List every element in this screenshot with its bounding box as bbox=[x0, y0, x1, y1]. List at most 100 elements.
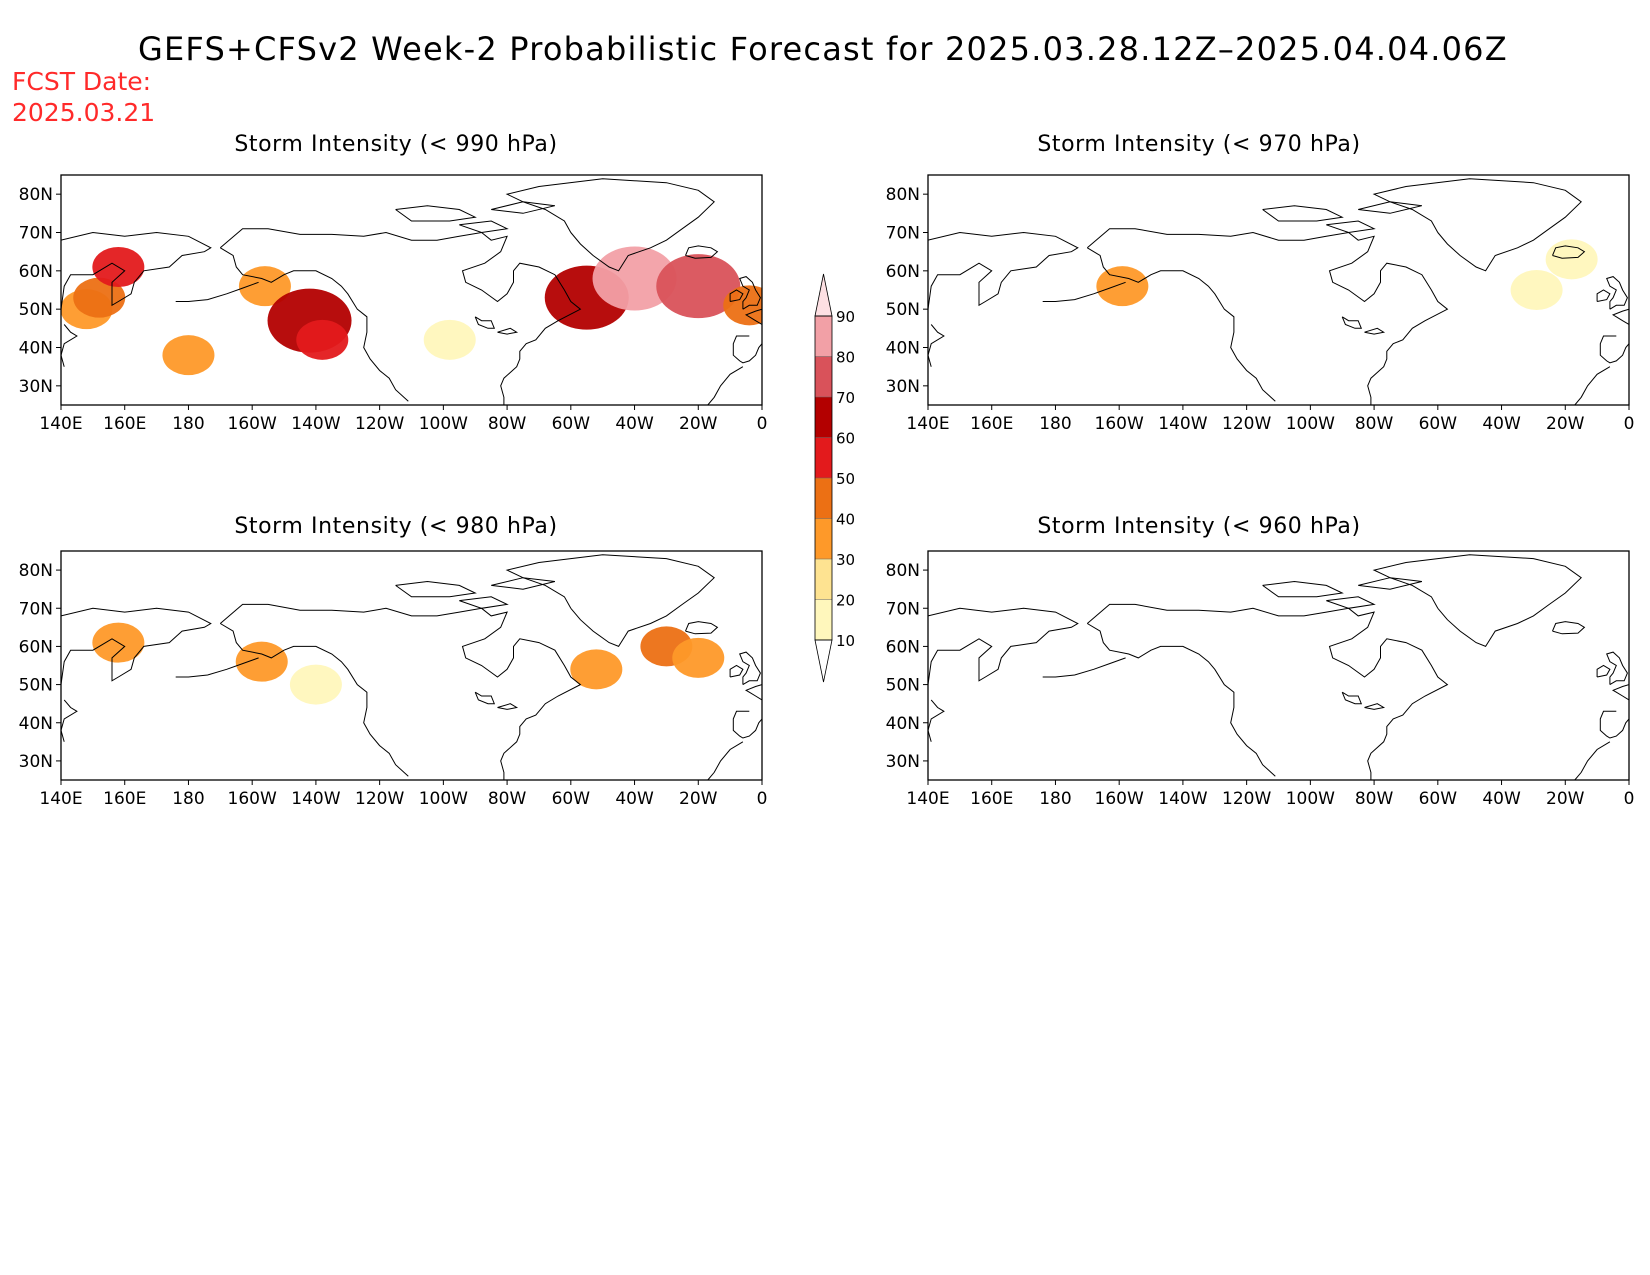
lon-tick-label: 160W bbox=[1095, 789, 1144, 809]
lat-tick-label: 80N bbox=[886, 561, 920, 581]
coastline bbox=[1599, 710, 1629, 739]
coastline bbox=[1611, 684, 1629, 701]
coastline bbox=[497, 327, 519, 335]
panel-title-980: Storm Intensity (< 980 hPa) bbox=[234, 514, 558, 539]
probability-region bbox=[423, 319, 476, 360]
coastline bbox=[1606, 276, 1628, 310]
map-frame bbox=[927, 550, 1630, 781]
lon-tick-label: 0 bbox=[757, 789, 768, 809]
coastline bbox=[219, 603, 582, 780]
coastline bbox=[928, 231, 1079, 310]
colorbar-label: 40 bbox=[836, 511, 855, 529]
lon-tick-label: 140W bbox=[291, 414, 340, 434]
lon-tick-label: 160E bbox=[970, 789, 1013, 809]
colorbar-label: 90 bbox=[836, 308, 855, 326]
coastline bbox=[928, 607, 1079, 685]
probability-region bbox=[592, 246, 677, 311]
coastline bbox=[1087, 247, 1276, 402]
lon-tick-label: 140E bbox=[906, 789, 949, 809]
colorbar-label: 50 bbox=[836, 470, 855, 488]
forecast-date-label: FCST Date: bbox=[12, 67, 152, 96]
lon-tick-label: 80W bbox=[1355, 789, 1394, 809]
colorbar-label: 70 bbox=[836, 389, 855, 407]
map-frame bbox=[60, 174, 763, 406]
coastline bbox=[1372, 178, 1582, 272]
coastline bbox=[1042, 281, 1126, 302]
coastline bbox=[1596, 664, 1611, 678]
coastline bbox=[1364, 327, 1386, 335]
lat-tick-label: 60N bbox=[19, 637, 53, 657]
lon-tick-label: 40W bbox=[1482, 414, 1521, 434]
colorbar-bin bbox=[815, 559, 832, 600]
panel-960: 80N 70N 60N 50N 40N 30N 140E 160E 180 160W 140W 120… bbox=[886, 550, 1634, 809]
lat-tick-label: 60N bbox=[19, 262, 53, 282]
coastline bbox=[1552, 245, 1586, 259]
lon-tick-label: 100W bbox=[1286, 414, 1335, 434]
lon-tick-label: 0 bbox=[1624, 414, 1635, 434]
probability-region bbox=[289, 664, 342, 705]
lat-tick-label: 40N bbox=[886, 714, 920, 734]
coastline bbox=[1086, 603, 1449, 780]
colorbar-frame bbox=[814, 315, 833, 641]
lon-tick-label: 100W bbox=[419, 789, 468, 809]
lon-tick-label: 40W bbox=[615, 414, 654, 434]
lon-tick-label: 140W bbox=[1158, 414, 1207, 434]
colorbar-top-arrow bbox=[814, 273, 833, 317]
lon-tick-label: 120W bbox=[1222, 789, 1271, 809]
coastline bbox=[1574, 741, 1611, 780]
map-frame bbox=[60, 550, 763, 781]
coastline bbox=[1262, 205, 1344, 222]
lat-tick-label: 70N bbox=[19, 599, 53, 619]
coastline bbox=[1086, 228, 1449, 405]
coastline bbox=[739, 276, 761, 310]
colorbar: 10 20 30 40 50 60 70 80 90 bbox=[814, 273, 855, 683]
lon-tick-label: 20W bbox=[1546, 414, 1585, 434]
panel-title-990: Storm Intensity (< 990 hPa) bbox=[234, 132, 558, 157]
panel-title-960: Storm Intensity (< 960 hPa) bbox=[1037, 514, 1361, 539]
coastline bbox=[1372, 554, 1582, 648]
colorbar-bin bbox=[815, 478, 832, 519]
lat-tick-label: 50N bbox=[19, 676, 53, 696]
coastline bbox=[732, 710, 762, 739]
coastline bbox=[1087, 623, 1276, 777]
lon-tick-label: 140E bbox=[906, 414, 949, 434]
lat-tick-label: 40N bbox=[19, 339, 53, 359]
lon-tick-label: 160E bbox=[103, 414, 146, 434]
lon-tick-label: 80W bbox=[488, 414, 527, 434]
forecast-date-value: 2025.03.21 bbox=[12, 98, 156, 127]
lat-tick-label: 70N bbox=[19, 224, 53, 244]
colorbar-bin bbox=[815, 437, 832, 478]
lat-tick-label: 60N bbox=[886, 637, 920, 657]
lat-tick-label: 50N bbox=[19, 300, 53, 320]
coastline bbox=[1341, 691, 1363, 705]
lon-tick-label: 120W bbox=[355, 789, 404, 809]
coastline bbox=[220, 247, 409, 402]
coastline bbox=[1574, 366, 1611, 405]
coastline bbox=[729, 664, 744, 678]
probability-region bbox=[570, 649, 623, 690]
lon-tick-label: 40W bbox=[1482, 789, 1521, 809]
colorbar-label: 60 bbox=[836, 430, 855, 448]
coastline bbox=[61, 324, 78, 367]
lon-tick-label: 160W bbox=[228, 789, 277, 809]
lon-tick-label: 60W bbox=[552, 414, 591, 434]
coastline bbox=[61, 699, 78, 742]
panel-990: 80N 70N 60N 50N 40N 30N 140E 160E 180 160W 140W 120… bbox=[19, 174, 767, 434]
coastline bbox=[505, 178, 715, 272]
lon-tick-label: 100W bbox=[1286, 789, 1335, 809]
coastline bbox=[729, 289, 744, 302]
coastline bbox=[395, 205, 477, 222]
colorbar-label: 10 bbox=[836, 632, 855, 650]
coastlines bbox=[61, 554, 762, 780]
lat-tick-label: 30N bbox=[886, 377, 920, 397]
lon-tick-label: 180 bbox=[1039, 789, 1071, 809]
coastline bbox=[175, 281, 259, 302]
lat-tick-label: 80N bbox=[19, 561, 53, 581]
lat-tick-label: 70N bbox=[886, 224, 920, 244]
probability-region bbox=[656, 254, 741, 319]
lat-tick-label: 60N bbox=[886, 262, 920, 282]
lat-tick-label: 40N bbox=[19, 714, 53, 734]
lon-tick-label: 20W bbox=[1546, 789, 1585, 809]
probability-shading bbox=[1096, 239, 1598, 310]
